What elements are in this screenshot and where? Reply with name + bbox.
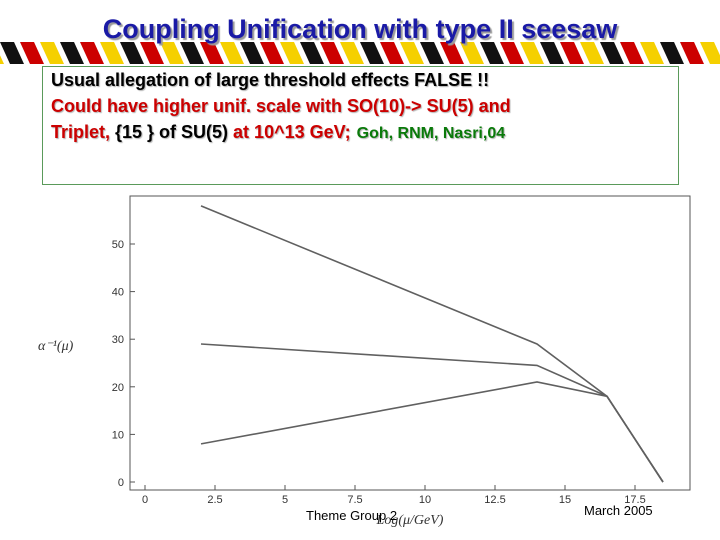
stripe-segment <box>420 42 444 64</box>
stripe-segment <box>320 42 344 64</box>
stripe-segment <box>360 42 384 64</box>
authors-citation: Goh, RNM, Nasri,04 <box>356 125 506 142</box>
stripe-segment <box>660 42 684 64</box>
stripe-segment <box>480 42 504 64</box>
stripe-segment <box>60 42 84 64</box>
stripe-segment <box>80 42 104 64</box>
stripe-segment <box>0 42 24 64</box>
x-tick-label: 15 <box>559 494 571 506</box>
stripe-segment <box>140 42 164 64</box>
stripe-segment <box>40 42 64 64</box>
y-tick-label: 20 <box>112 382 124 394</box>
stripe-segment <box>200 42 224 64</box>
stripe-segment <box>180 42 204 64</box>
stripe-segment <box>520 42 544 64</box>
y-tick-label: 30 <box>112 334 124 346</box>
text-box: Usual allegation of large threshold effe… <box>42 66 679 185</box>
footer-right: March 2005 <box>584 503 653 518</box>
stripe-segment <box>340 42 364 64</box>
x-tick-label: 5 <box>282 494 288 506</box>
text-line-1: Usual allegation of large threshold effe… <box>51 70 490 90</box>
stripe-segment <box>640 42 664 64</box>
stripe-segment <box>700 42 720 64</box>
y-tick-label: 40 <box>112 287 124 299</box>
stripe-segment <box>240 42 264 64</box>
stripe-segment <box>440 42 464 64</box>
series-line-3 <box>200 381 664 483</box>
stripe-segment <box>220 42 244 64</box>
stripe-segment <box>600 42 624 64</box>
y-axis-label: α⁻¹(μ) <box>38 339 74 354</box>
stripe-segment <box>500 42 524 64</box>
x-tick-label: 12.5 <box>484 494 505 506</box>
y-tick-label: 10 <box>112 429 124 441</box>
stripe-segment <box>120 42 144 64</box>
text-line-3-a: Triplet, <box>51 122 116 142</box>
stripe-segment <box>20 42 44 64</box>
text-line-2: Could have higher unif. scale with SO(10… <box>51 96 511 116</box>
series-line-2 <box>200 343 664 483</box>
stripe-segment <box>560 42 584 64</box>
stripe-segment <box>380 42 404 64</box>
text-line-3: Triplet, {15 } of SU(5) at 10^13 GeV; Goh… <box>51 122 505 143</box>
y-tick-label: 0 <box>118 477 124 489</box>
stripe-segment <box>160 42 184 64</box>
x-tick-label: 7.5 <box>347 494 362 506</box>
coupling-chart: 0 2.5 5 7.5 10 12.5 15 17.5 0 10 20 30 40 50 α⁻¹(μ) Log… <box>38 195 691 528</box>
stripe-segment <box>400 42 424 64</box>
stripe-segment <box>260 42 284 64</box>
decorative-stripe <box>0 42 720 64</box>
x-tick-label: 10 <box>419 494 431 506</box>
text-line-3-b: {15 } of SU(5) <box>115 122 229 142</box>
x-tick-label: 17.5 <box>624 494 645 506</box>
x-axis-label: Log(μ/GeV) <box>376 513 444 528</box>
plot-frame <box>129 195 691 491</box>
y-tick-label: 50 <box>112 239 124 251</box>
x-tick-label: 2.5 <box>207 494 222 506</box>
series-line-1 <box>200 205 664 483</box>
stripe-segment <box>620 42 644 64</box>
stripe-segment <box>680 42 704 64</box>
stripe-segment <box>460 42 484 64</box>
stripe-segment <box>280 42 304 64</box>
x-tick-label: 0 <box>142 494 148 506</box>
stripe-segment <box>540 42 564 64</box>
slide-title: Coupling Unification with type II seesaw <box>102 14 618 44</box>
stripe-segment <box>300 42 324 64</box>
footer-left: Theme Group 2 <box>306 508 398 523</box>
stripe-segment <box>580 42 604 64</box>
text-line-3-c: at 10^13 GeV; <box>228 122 351 142</box>
stripe-segment <box>100 42 124 64</box>
